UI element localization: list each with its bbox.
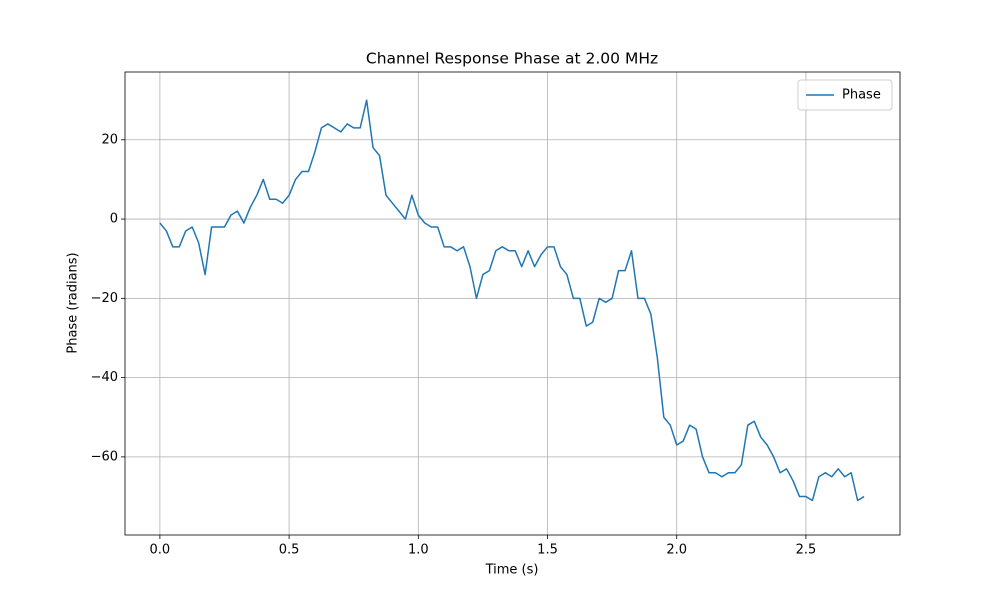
data-line xyxy=(159,99,865,502)
x-tick-label: 0.5 xyxy=(279,543,300,558)
x-tick-label: 1.5 xyxy=(537,543,558,558)
y-tick-label: 0 xyxy=(110,212,118,227)
legend-label: Phase xyxy=(842,88,881,103)
y-axis-label: Phase (radians) xyxy=(66,252,81,353)
y-tick-label: 20 xyxy=(101,132,118,147)
x-axis-label: Time (s) xyxy=(485,563,539,578)
legend-box xyxy=(797,79,893,111)
x-tick-label: 2.5 xyxy=(796,543,817,558)
y-tick-label: −60 xyxy=(91,449,118,464)
x-tick-label: 0.0 xyxy=(150,543,171,558)
x-tick-label: 1.0 xyxy=(408,543,429,558)
y-tick-label: −40 xyxy=(91,370,118,385)
chart-title: Channel Response Phase at 2.00 MHz xyxy=(366,50,658,68)
y-tick-label: −20 xyxy=(91,291,118,306)
plot-frame xyxy=(124,71,901,536)
x-tick-label: 2.0 xyxy=(666,543,687,558)
